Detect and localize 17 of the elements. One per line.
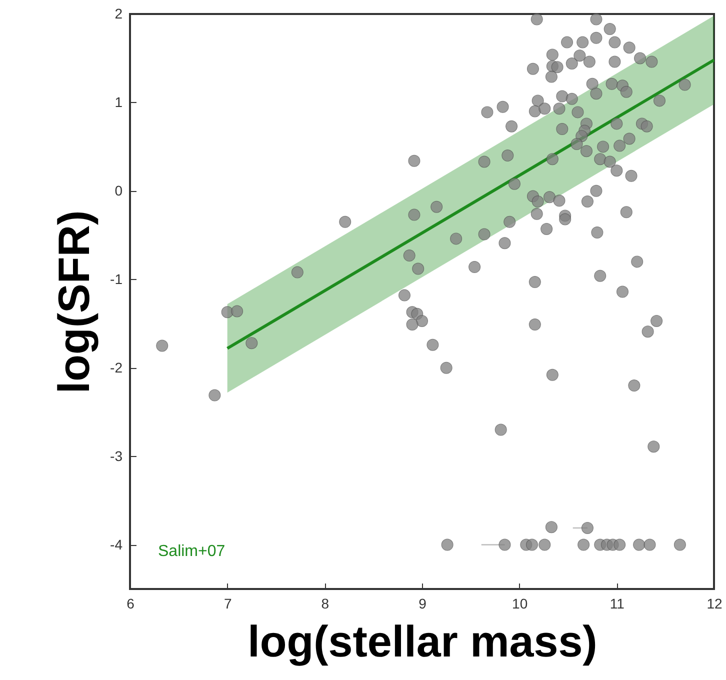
x-axis-title: log(stellar mass): [248, 618, 598, 666]
y-tick-label: -3: [110, 448, 123, 464]
y-tick-label: -4: [110, 536, 123, 552]
text: Salim+07: [158, 543, 226, 560]
x-tick-label: 11: [610, 596, 625, 612]
x-tick-label: 6: [126, 596, 135, 612]
y-axis-title: log(SFR): [50, 210, 100, 394]
y-tick-label: -1: [110, 270, 123, 287]
y-tick-label: 2: [114, 6, 123, 22]
x-tick-label: 8: [321, 596, 330, 612]
x-tick-label: 9: [418, 596, 427, 612]
y-tick-label: 0: [114, 182, 123, 198]
x-tick-label: 10: [512, 596, 528, 612]
y-tick-label: -2: [110, 359, 123, 376]
x-tick-label: 7: [224, 596, 232, 612]
y-tick-label: 1: [114, 94, 123, 110]
x-tick-label: 12: [706, 596, 722, 612]
